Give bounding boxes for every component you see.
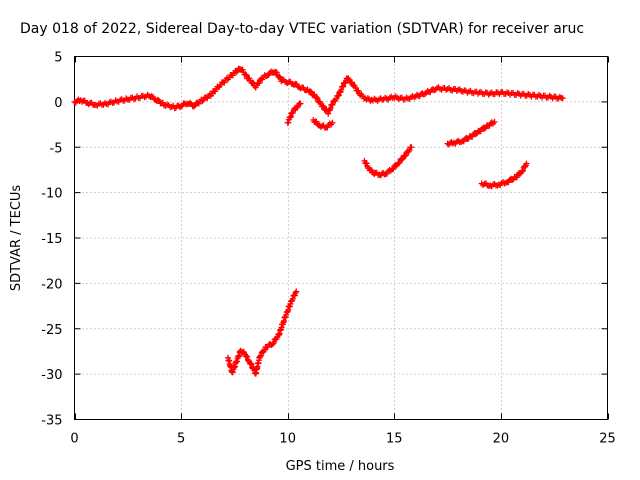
data-point	[396, 159, 403, 166]
y-tick-label: -35	[41, 414, 62, 429]
data-point	[242, 71, 249, 78]
data-point	[313, 93, 320, 100]
x-tick-label: 10	[279, 432, 296, 447]
data-point	[390, 166, 397, 173]
data-point	[243, 72, 250, 79]
series-arc-4	[225, 288, 300, 377]
data-point	[247, 360, 254, 367]
series-dip-1	[284, 100, 304, 126]
data-point	[190, 103, 197, 110]
data-point	[256, 353, 263, 360]
data-point	[401, 152, 408, 159]
data-point	[329, 119, 336, 126]
data-points	[71, 65, 566, 377]
x-tick-label: 0	[70, 432, 78, 447]
data-point	[159, 99, 166, 106]
data-point	[256, 79, 263, 86]
x-tick-label: 25	[599, 432, 616, 447]
data-point	[308, 88, 315, 95]
series-main	[71, 65, 566, 117]
data-point	[307, 88, 314, 95]
data-point	[408, 144, 415, 151]
data-point	[491, 118, 498, 125]
y-tick-label: -15	[41, 232, 62, 247]
x-tick-label: 15	[386, 432, 403, 447]
x-tick-label: 20	[493, 432, 510, 447]
data-point	[424, 88, 431, 95]
data-point	[178, 103, 185, 110]
series-arc-2	[444, 118, 498, 148]
data-point	[187, 99, 194, 106]
data-point	[148, 93, 155, 100]
data-point	[248, 361, 255, 368]
y-tick-label: -25	[41, 323, 62, 338]
data-point	[249, 79, 256, 86]
x-tick-label: 5	[177, 432, 185, 447]
data-point	[273, 69, 280, 76]
series-arc-3	[478, 160, 530, 190]
data-point	[472, 131, 479, 138]
data-point	[297, 100, 304, 107]
data-point	[257, 352, 264, 359]
y-axis-label: SDTVAR / TECUs	[9, 185, 24, 292]
data-point	[329, 101, 336, 108]
y-tick-label: -10	[41, 187, 62, 202]
y-tick-label: -30	[41, 368, 62, 383]
data-point	[421, 91, 428, 98]
axes: 0 5 10 15 20 25 5 0 -5 -10 -15 -20 -25 -30 -35	[41, 51, 616, 447]
data-point	[355, 87, 362, 94]
data-point	[363, 160, 370, 167]
data-point	[481, 125, 488, 132]
data-point	[244, 353, 251, 360]
data-point	[513, 174, 520, 181]
data-point	[559, 95, 566, 102]
data-point	[269, 340, 276, 347]
series-dip-2	[310, 117, 336, 131]
y-tick-label: 0	[54, 96, 62, 111]
data-point	[519, 167, 526, 174]
y-tick-label: -5	[50, 141, 63, 156]
series-arc-1	[361, 144, 415, 179]
data-point	[333, 95, 340, 102]
data-point	[199, 98, 206, 105]
data-point	[289, 109, 296, 116]
plot-frame	[74, 56, 608, 420]
data-point	[154, 96, 161, 103]
grid	[74, 56, 608, 420]
data-point	[270, 339, 277, 346]
data-point	[239, 66, 246, 73]
y-tick-label: -20	[41, 277, 62, 292]
data-point	[293, 288, 300, 295]
data-point	[319, 102, 326, 109]
chart-title: Day 018 of 2022, Sidereal Day-to-day VTE…	[20, 21, 584, 37]
data-point	[243, 352, 250, 359]
y-tick-label: 5	[54, 51, 62, 66]
data-point	[340, 83, 347, 90]
data-point	[320, 103, 327, 110]
data-point	[402, 152, 409, 159]
data-point	[314, 95, 321, 102]
x-axis-label: GPS time / hours	[286, 459, 395, 474]
data-point	[289, 295, 296, 302]
data-point	[523, 160, 530, 167]
